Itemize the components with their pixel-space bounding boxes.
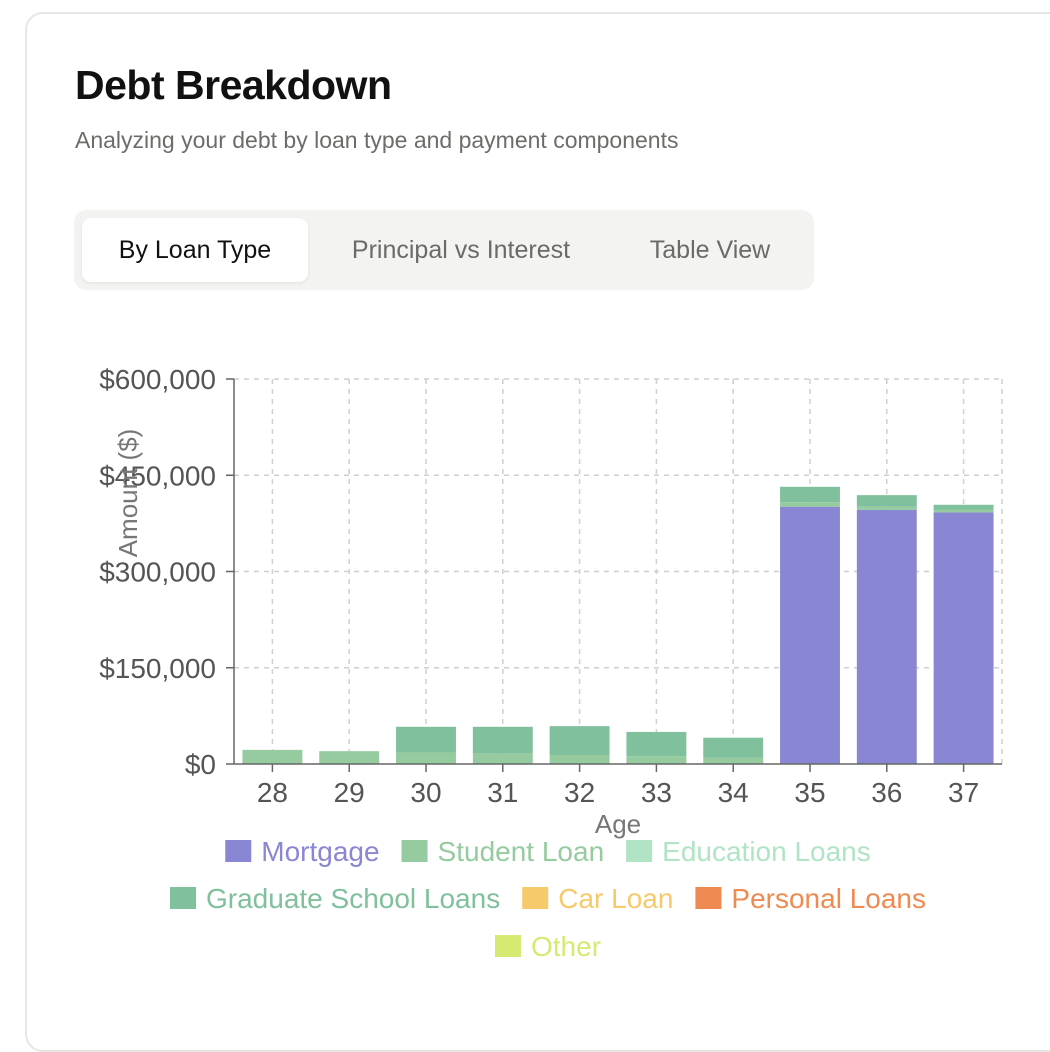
y-axis-title: Amount ($) [113,429,143,558]
bar-graduate-school-loans-age-32 [549,726,610,756]
y-tick-label: $600,000 [99,364,216,395]
x-tick-label: 30 [410,777,441,808]
legend-label-other: Other [531,931,601,962]
bar-graduate-school-loans-age-30 [396,726,456,753]
y-tick-label: $150,000 [99,653,216,684]
bar-graduate-school-loans-age-37 [933,504,994,510]
x-tick-label: 37 [948,777,979,808]
bar-graduate-school-loans-age-34 [703,737,764,758]
debt-stacked-bar-chart: $0 $150,000 $300,000 $450,000 $600,000 28 29 30… [99,364,1003,962]
view-tabs: By Loan Type Principal vs Interest Table… [74,210,814,290]
x-tick-label: 34 [718,777,749,808]
x-tick-label: 36 [871,777,902,808]
page-subtitle: Analyzing your debt by loan type and pay… [75,127,679,153]
x-axis-title: Age [595,809,641,839]
bar-student-loan-age-33 [626,756,687,764]
bar-mortgage-age-36 [856,509,917,764]
legend-swatch-graduate-school-loans [170,887,197,909]
y-tick-label: $0 [185,749,216,780]
legend-swatch-education-loans [626,840,653,862]
bar-student-loan-age-34 [703,757,764,764]
bar-student-loan-age-32 [549,755,610,764]
x-tick-label: 33 [641,777,672,808]
bar-graduate-school-loans-age-35 [780,486,840,503]
bar-student-loan-age-31 [472,753,533,764]
x-tick-label: 28 [257,777,288,808]
x-tick-label: 31 [487,777,518,808]
tab-table-view[interactable]: Table View [649,236,771,264]
bar-student-loan-age-30 [396,752,456,764]
legend-label-personal-loans: Personal Loans [731,883,926,914]
x-tick-label: 35 [794,777,825,808]
x-tick-label: 32 [564,777,595,808]
tab-principal-vs-interest[interactable]: Principal vs Interest [351,236,571,264]
legend-label-car-loan: Car Loan [558,883,673,914]
bar-student-loan-age-28 [242,749,303,764]
bar-student-loan-age-35 [780,502,840,507]
bar-graduate-school-loans-age-31 [472,726,533,754]
page-title: Debt Breakdown [75,62,392,108]
bar-mortgage-age-37 [933,512,994,764]
bar-student-loan-age-29 [319,751,380,764]
legend-swatch-other [494,935,521,957]
bar-student-loan-age-37 [933,509,994,513]
x-tick-label: 29 [334,777,365,808]
legend-swatch-car-loan [522,887,549,909]
y-tick-label: $300,000 [99,557,216,588]
legend-label-graduate-school-loans: Graduate School Loans [206,883,500,914]
bar-mortgage-age-35 [780,506,840,764]
bar-graduate-school-loans-age-36 [856,495,917,507]
legend-label-student-loan: Student Loan [438,836,605,867]
bar-graduate-school-loans-age-33 [626,731,687,757]
tab-by-loan-type[interactable]: By Loan Type [82,218,308,282]
legend-label-mortgage: Mortgage [261,836,379,867]
legend-swatch-student-loan [401,840,428,862]
bar-student-loan-age-36 [856,506,917,510]
y-tick-label: $450,000 [99,460,216,491]
legend-swatch-personal-loans [695,887,722,909]
legend-label-education-loans: Education Loans [662,836,871,867]
legend-swatch-mortgage [225,840,252,862]
